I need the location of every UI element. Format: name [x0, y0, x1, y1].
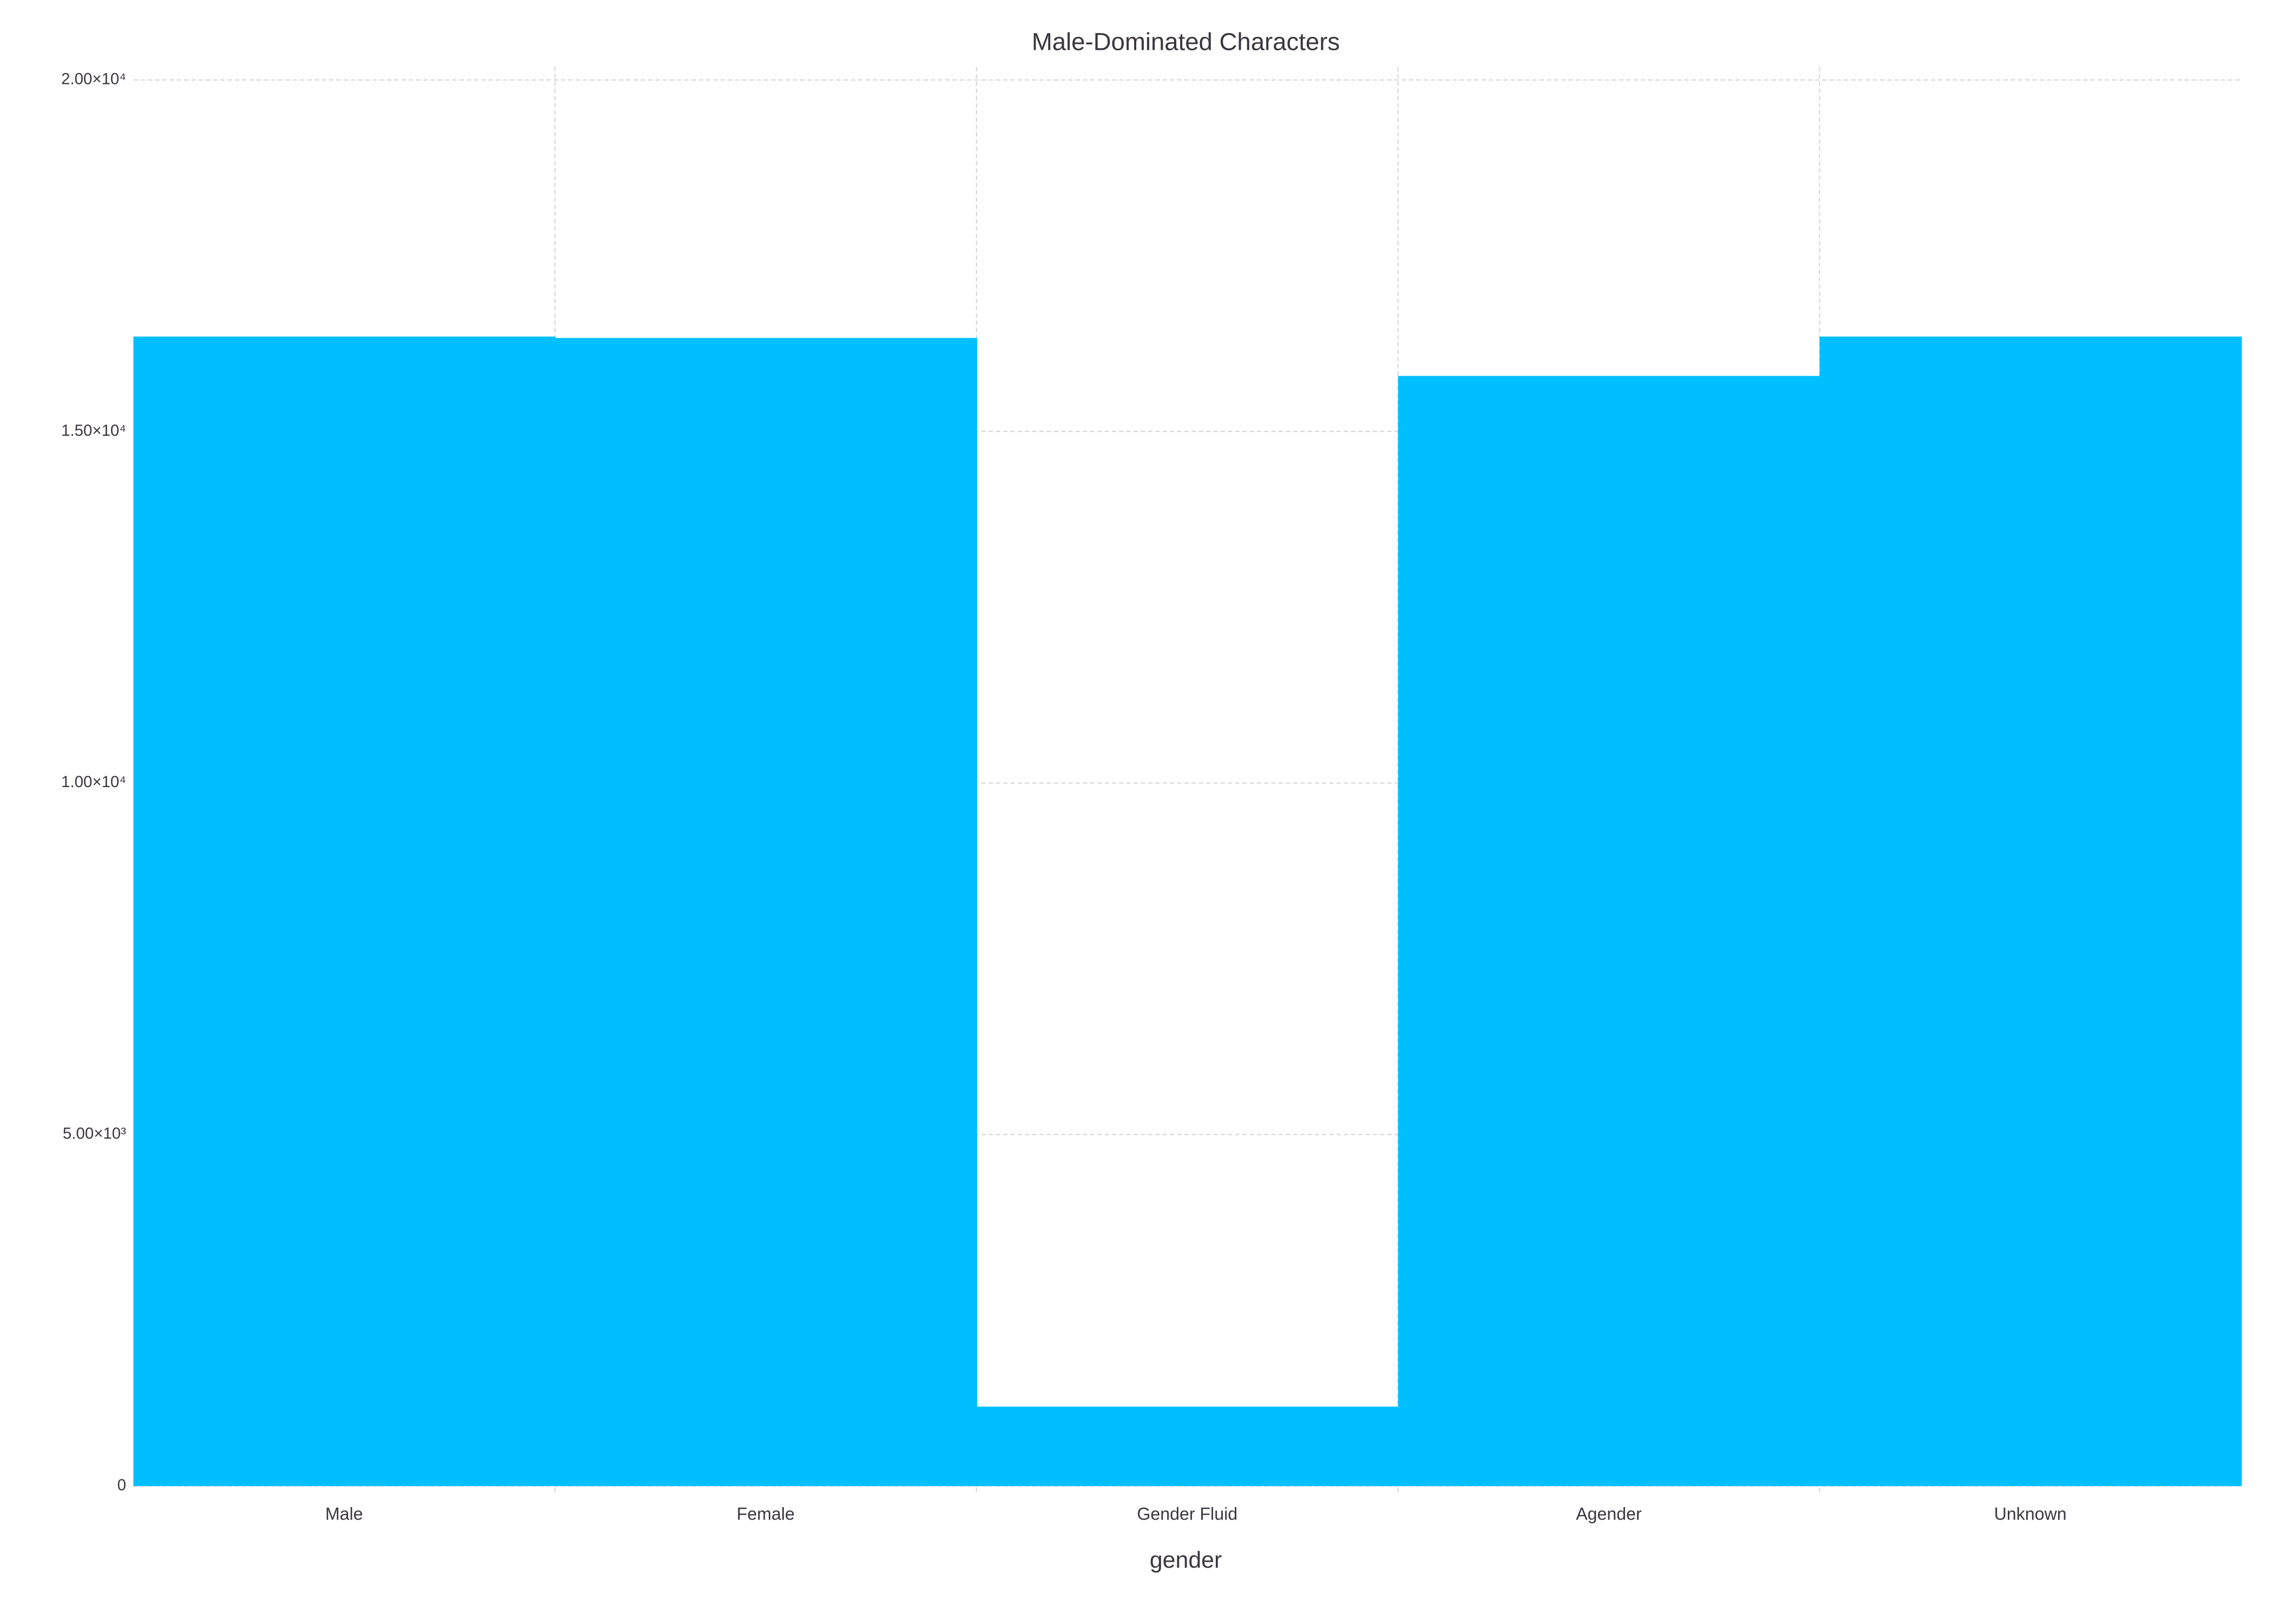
x-tick-label: Agender	[1576, 1504, 1642, 1523]
x-tick-label: Male	[325, 1504, 363, 1523]
bar	[976, 1406, 1399, 1487]
x-tick-label: Unknown	[1994, 1504, 2067, 1523]
x-axis-label: gender	[1150, 1547, 1222, 1573]
x-tick-label: Gender Fluid	[1137, 1504, 1237, 1523]
bar	[1819, 336, 2242, 1487]
bar	[133, 336, 556, 1487]
y-tick-label: 0	[117, 1476, 126, 1494]
y-tick-label: 5.00×10³	[63, 1125, 126, 1143]
chart-title: Male-Dominated Characters	[1032, 28, 1340, 56]
x-tick-label: Female	[737, 1504, 795, 1523]
y-tick-label: 1.50×10⁴	[61, 422, 126, 440]
y-tick-label: 2.00×10⁴	[61, 70, 126, 88]
y-tick-label: 1.00×10⁴	[61, 773, 126, 791]
bar	[555, 338, 978, 1487]
bar	[1398, 376, 1820, 1487]
